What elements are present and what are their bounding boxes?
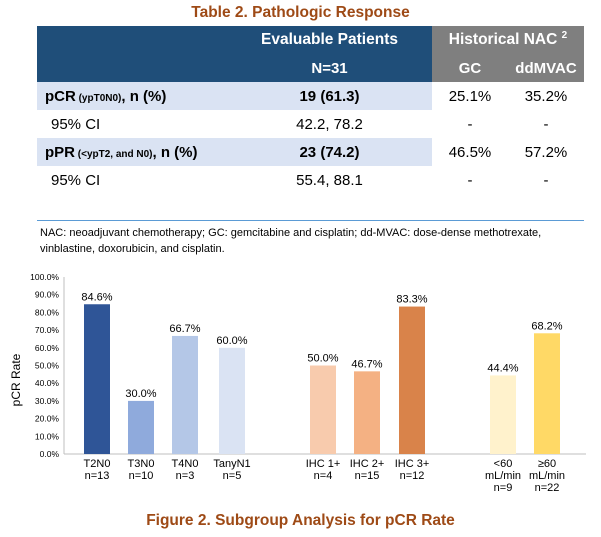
data-label: 84.6% [81, 291, 112, 303]
category-label: ≥60 [538, 458, 556, 470]
data-label: 68.2% [531, 320, 562, 332]
row-gc-pcr: 25.1% [432, 82, 508, 110]
row-gc-ci-2: - [432, 166, 508, 194]
y-tick-label: 50.0% [35, 361, 60, 371]
category-label: n=4 [314, 470, 333, 482]
table-row-ci-1: 95% CI 42.2, 78.2 - - [37, 110, 584, 138]
header-historical-sup: 2 [561, 30, 568, 42]
row-label-small: (ypT0N0) [75, 92, 122, 104]
pathologic-response-table: Evaluable Patients Historical NAC 2 N=31… [37, 26, 584, 194]
table-row-ci-2: 95% CI 55.4, 88.1 - - [37, 166, 584, 194]
row-ddmvac-pcr: 35.2% [508, 82, 584, 110]
row-gc-ci-1: - [432, 110, 508, 138]
category-label: T4N0 [172, 458, 199, 470]
data-label: 66.7% [169, 323, 200, 335]
category-label: n=13 [85, 470, 110, 482]
row-value-ci-2: 55.4, 88.1 [227, 166, 432, 194]
header-gc: GC [432, 54, 508, 82]
row-ddmvac-ppr: 57.2% [508, 138, 584, 166]
table-footnote: NAC: neoadjuvant chemotherapy; GC: gemci… [40, 227, 542, 255]
y-tick-label: 30.0% [35, 396, 60, 406]
category-label: n=12 [400, 470, 425, 482]
row-label-end: , n (%) [152, 143, 198, 161]
row-value-ppr: 23 (74.2) [227, 138, 432, 166]
row-gc-ppr: 46.5% [432, 138, 508, 166]
bar [84, 304, 110, 454]
table-row-pcr: pCR (ypT0N0), n (%) 19 (61.3) 25.1% 35.2… [37, 82, 584, 110]
category-label: n=9 [494, 482, 513, 494]
header-blank-cell-2 [37, 54, 227, 82]
row-label-small: (<ypT2, and N0) [75, 148, 153, 160]
category-label: IHC 2+ [350, 458, 385, 470]
header-n: N=31 [227, 54, 432, 82]
data-label: 50.0% [307, 353, 338, 365]
y-tick-label: 100.0% [30, 272, 59, 282]
bar [534, 333, 560, 454]
table-header-row-1: Evaluable Patients Historical NAC 2 [37, 26, 584, 54]
row-ddmvac-ci-2: - [508, 166, 584, 194]
bar [310, 365, 336, 454]
category-label: n=10 [129, 470, 154, 482]
row-label-main: pPR [45, 143, 75, 161]
row-label-end: , n (%) [121, 87, 167, 105]
category-label: IHC 3+ [395, 458, 430, 470]
data-label: 60.0% [216, 335, 247, 347]
data-label: 83.3% [396, 294, 427, 306]
data-label: 46.7% [351, 358, 382, 370]
category-label: IHC 1+ [306, 458, 341, 470]
header-ddmvac: ddMVAC [508, 54, 584, 82]
header-historical: Historical NAC 2 [432, 26, 584, 54]
row-label-pcr: pCR (ypT0N0), n (%) [37, 82, 227, 110]
chart-title: Figure 2. Subgroup Analysis for pCR Rate [146, 512, 455, 529]
bar [219, 347, 245, 454]
table-row-ppr: pPR (<ypT2, and N0), n (%) 23 (74.2) 46.… [37, 138, 584, 166]
header-historical-text: Historical NAC [448, 31, 558, 49]
category-label: mL/min [529, 470, 565, 482]
y-tick-label: 20.0% [35, 414, 60, 424]
header-blank-cell [37, 26, 227, 54]
category-label: T3N0 [128, 458, 155, 470]
bar [399, 306, 425, 454]
category-label: mL/min [485, 470, 521, 482]
y-tick-label: 40.0% [35, 378, 60, 388]
row-value-ci-1: 42.2, 78.2 [227, 110, 432, 138]
category-label: T2N0 [84, 458, 111, 470]
y-tick-label: 70.0% [35, 325, 60, 335]
y-axis-label: pCR Rate [9, 353, 23, 406]
category-label: <60 [494, 458, 513, 470]
pcr-subgroup-chart: 0.0% 10.0% 20.0% 30.0% 40.0% 50.0% 60.0% 70.0% 8… [9, 272, 586, 494]
category-label: n=5 [223, 470, 242, 482]
category-label: TanyN1 [213, 458, 250, 470]
header-evaluable: Evaluable Patients [227, 26, 432, 54]
y-tick-label: 0.0% [40, 449, 60, 459]
bar [128, 400, 154, 454]
row-label-ci-2: 95% CI [37, 166, 227, 194]
data-labels: 84.6% 30.0% 66.7% 60.0% 50.0% 46.7% 83.3% 44.4%… [81, 291, 562, 400]
row-ddmvac-ci-1: - [508, 110, 584, 138]
table-header-row-2: N=31 GC ddMVAC [37, 54, 584, 82]
bar [172, 335, 198, 454]
bar [354, 371, 380, 454]
data-label: 44.4% [487, 362, 518, 374]
bar [490, 375, 516, 454]
y-tick-label: 60.0% [35, 343, 60, 353]
category-label: n=15 [355, 470, 380, 482]
row-label-ci-1: 95% CI [37, 110, 227, 138]
y-tick-label: 10.0% [35, 431, 60, 441]
row-label-ppr: pPR (<ypT2, and N0), n (%) [37, 138, 227, 166]
category-label: n=22 [535, 482, 560, 494]
data-label: 30.0% [125, 388, 156, 400]
table-title: Table 2. Pathologic Response [191, 4, 410, 21]
bars [84, 304, 560, 454]
category-label: n=3 [176, 470, 195, 482]
y-tick-label: 90.0% [35, 290, 60, 300]
table-bottom-rule [37, 220, 584, 221]
y-tick-label: 80.0% [35, 307, 60, 317]
row-label-main: pCR [45, 87, 76, 105]
row-value-pcr: 19 (61.3) [227, 82, 432, 110]
